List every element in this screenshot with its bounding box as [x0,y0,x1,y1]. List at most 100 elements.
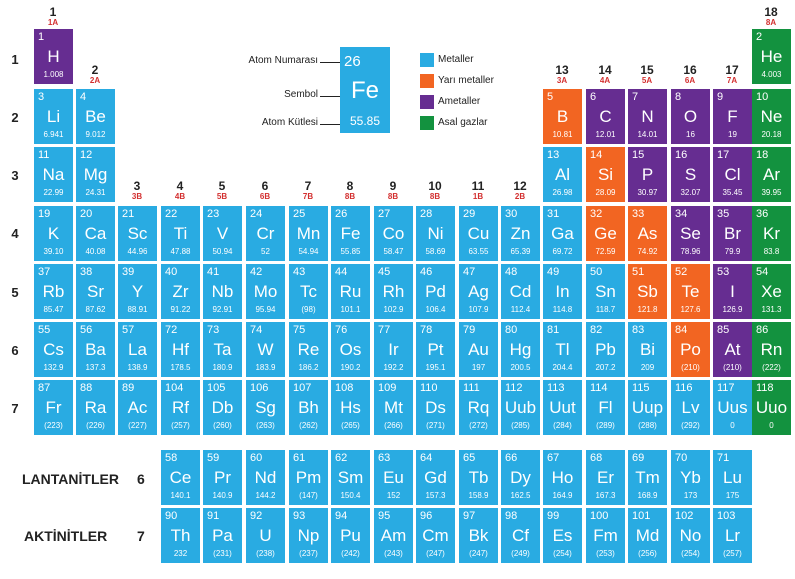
group-subtitle: 1A [47,18,59,27]
element-symbol: Ca [84,224,107,243]
element-symbol: Gd [424,468,447,487]
atomic-mass: 195.1 [425,363,446,372]
legend-label: Metaller [438,54,474,65]
element-cell-tl: 81 Tl 204.4 [543,322,582,377]
atomic-number: 38 [80,266,93,278]
element-cell-es: 99 Es (254) [543,508,582,563]
atomic-number: 114 [590,382,608,394]
atomic-mass: 102.9 [383,305,404,314]
atomic-mass: 69.72 [552,247,573,256]
atomic-number: 71 [717,452,730,464]
element-cell-fm: 100 Fm (253) [586,508,625,563]
element-cell-sg: 106 Sg (263) [246,380,285,435]
atomic-mass: 190.2 [340,363,361,372]
element-cell-ra: 88 Ra (226) [76,380,115,435]
atomic-number: 13 [547,149,560,161]
element-symbol: Bk [468,526,489,545]
element-symbol: Na [42,165,65,184]
element-symbol: Zn [510,224,531,243]
element-cell-la: 57 La 138.9 [118,322,157,377]
element-cell-rq: 111 Rq (272) [459,380,498,435]
group-subtitle: 8B [344,192,356,201]
element-symbol: Kr [763,224,780,243]
atomic-mass: 180.9 [212,363,233,372]
atomic-mass: (254) [681,549,700,558]
element-symbol: Ge [594,224,617,243]
element-cell-sb: 51 Sb 121.8 [628,264,667,319]
atomic-number: 9 [717,91,724,103]
group-number: 14 [598,63,612,77]
element-symbol: La [128,340,147,359]
group-subtitle: 7A [726,76,738,85]
atomic-number: 25 [293,208,306,220]
period-label: 6 [11,343,19,358]
atomic-number: 94 [335,510,348,522]
element-cell-te: 52 Te 127.6 [671,264,710,319]
element-cell-bk: 97 Bk (247) [459,508,498,563]
group-number: 1 [49,5,57,19]
atomic-mass: 106.4 [425,305,446,314]
atomic-number: 60 [250,452,263,464]
element-symbol: No [679,526,702,545]
group-subtitle: 3A [556,76,568,85]
element-cell-pt: 78 Pt 195.1 [416,322,455,377]
atomic-number: 109 [378,382,397,394]
element-cell-md: 101 Md (256) [628,508,667,563]
element-symbol: Tb [468,468,489,487]
atomic-number: 3 [38,91,45,103]
element-cell-s: 16 S 32.07 [671,147,710,202]
element-cell-ne: 10 Ne 20.18 [752,89,791,144]
element-symbol: Nd [254,468,277,487]
element-cell-at: 85 At (210) [713,322,752,377]
element-symbol: Cs [43,340,64,359]
atomic-mass: 167.3 [595,491,616,500]
element-symbol: Zr [172,282,189,301]
atomic-mass: 39.95 [761,188,782,197]
element-symbol: Os [339,340,362,359]
atomic-mass: 118.7 [595,305,616,314]
atomic-number: 31 [547,208,560,220]
atomic-number: 117 [717,382,735,394]
atomic-mass: 9.012 [85,130,106,139]
atomic-number: 34 [675,208,688,220]
lanthanides-period: 6 [137,471,145,487]
element-cell-au: 79 Au 197 [459,322,498,377]
atomic-number: 53 [717,266,730,278]
atomic-mass: (98) [301,305,316,314]
element-symbol: Sm [337,468,364,487]
element-symbol: Cf [512,526,529,545]
atomic-number: 97 [463,510,476,522]
atomic-mass: 138.9 [127,363,148,372]
atomic-mass: 232 [173,549,188,558]
group-label: 12 2B [500,180,540,201]
group-label: 1 1A [33,6,73,27]
element-symbol: Md [635,526,660,545]
element-cell-ta: 73 Ta 180.9 [203,322,242,377]
element-cell-ac: 89 Ac (227) [118,380,157,435]
element-cell-rn: 86 Rn (222) [752,322,791,377]
element-cell-np: 93 Np (237) [289,508,328,563]
element-cell-br: 35 Br 79.9 [713,206,752,261]
atomic-number: 82 [590,324,603,336]
atomic-number: 63 [378,452,391,464]
group-number: 2 [91,63,99,77]
element-symbol: Fe [340,224,361,243]
atomic-mass: 28.09 [595,188,616,197]
atomic-number: 74 [250,324,263,336]
atomic-number: 43 [293,266,306,278]
atomic-number: 84 [675,324,688,336]
atomic-mass: 10.81 [552,130,573,139]
element-symbol: Sn [595,282,616,301]
element-cell-o: 8 O 16 [671,89,710,144]
atomic-mass: (147) [299,491,318,500]
element-symbol: U [259,526,272,545]
atomic-number: 72 [165,324,178,336]
element-symbol: S [684,165,697,184]
element-cell-hg: 80 Hg 200.5 [501,322,540,377]
atomic-number: 36 [756,208,769,220]
group-number: 9 [389,179,397,193]
element-symbol: P [641,165,654,184]
element-cell-xe: 54 Xe 131.3 [752,264,791,319]
element-cell-w: 74 W 183.9 [246,322,285,377]
element-cell-cm: 96 Cm (247) [416,508,455,563]
